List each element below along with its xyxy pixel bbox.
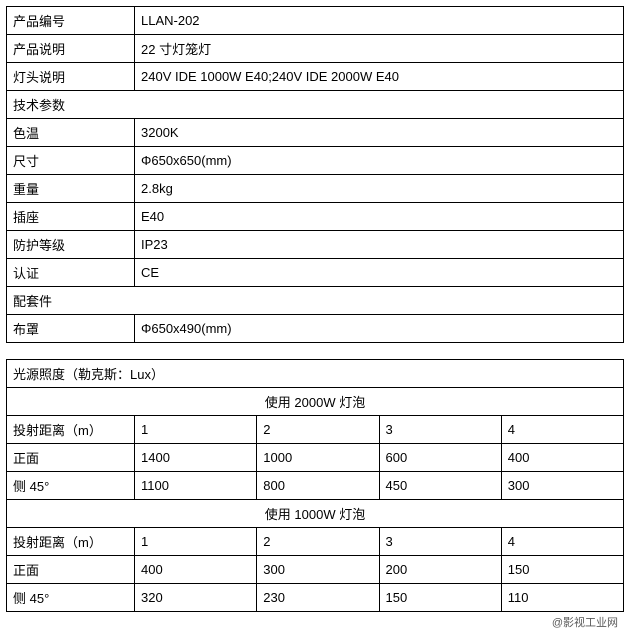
- distance-value: 4: [501, 416, 623, 444]
- lux-value: 400: [135, 556, 257, 584]
- distance-value: 3: [379, 528, 501, 556]
- table-row: 灯头说明 240V IDE 1000W E40;240V IDE 2000W E…: [7, 63, 624, 91]
- spec-label: 重量: [7, 175, 135, 203]
- lux-value: 600: [379, 444, 501, 472]
- front-row: 正面 400 300 200 150: [7, 556, 624, 584]
- section-header: 配套件: [7, 287, 624, 315]
- spec-table: 产品编号 LLAN-202 产品说明 22 寸灯笼灯 灯头说明 240V IDE…: [6, 6, 624, 343]
- table-row: 尺寸 Φ650x650(mm): [7, 147, 624, 175]
- spec-label: 认证: [7, 259, 135, 287]
- table-row: 防护等级 IP23: [7, 231, 624, 259]
- distance-row: 投射距离（m） 1 2 3 4: [7, 416, 624, 444]
- spec-value: 240V IDE 1000W E40;240V IDE 2000W E40: [135, 63, 624, 91]
- table-row: 插座 E40: [7, 203, 624, 231]
- lux-value: 110: [501, 584, 623, 612]
- table-row: 认证 CE: [7, 259, 624, 287]
- lux-header-row: 光源照度（勒克斯：Lux）: [7, 360, 624, 388]
- lux-header: 光源照度（勒克斯：Lux）: [7, 360, 624, 388]
- spec-value: 22 寸灯笼灯: [135, 35, 624, 63]
- table-row: 产品说明 22 寸灯笼灯: [7, 35, 624, 63]
- lux-value: 300: [257, 556, 379, 584]
- spec-label: 防护等级: [7, 231, 135, 259]
- bulb-header-row: 使用 2000W 灯泡: [7, 388, 624, 416]
- lux-value: 1400: [135, 444, 257, 472]
- side-row: 侧 45° 1100 800 450 300: [7, 472, 624, 500]
- distance-value: 3: [379, 416, 501, 444]
- lux-value: 800: [257, 472, 379, 500]
- front-row: 正面 1400 1000 600 400: [7, 444, 624, 472]
- spec-label: 产品编号: [7, 7, 135, 35]
- spec-label: 插座: [7, 203, 135, 231]
- spec-value: IP23: [135, 231, 624, 259]
- section-header: 技术参数: [7, 91, 624, 119]
- lux-table: 光源照度（勒克斯：Lux） 使用 2000W 灯泡 投射距离（m） 1 2 3 …: [6, 359, 624, 612]
- table-gap: [6, 343, 624, 359]
- lux-value: 150: [379, 584, 501, 612]
- footer-watermark: @影视工业网: [6, 614, 624, 630]
- spec-label: 产品说明: [7, 35, 135, 63]
- distance-value: 1: [135, 416, 257, 444]
- lux-value: 450: [379, 472, 501, 500]
- side-label: 侧 45°: [7, 472, 135, 500]
- spec-value: LLAN-202: [135, 7, 624, 35]
- spec-value: Φ650x650(mm): [135, 147, 624, 175]
- lux-value: 320: [135, 584, 257, 612]
- distance-value: 1: [135, 528, 257, 556]
- table-row: 布罩 Φ650x490(mm): [7, 315, 624, 343]
- distance-row: 投射距离（m） 1 2 3 4: [7, 528, 624, 556]
- table-row: 产品编号 LLAN-202: [7, 7, 624, 35]
- distance-label: 投射距离（m）: [7, 528, 135, 556]
- front-label: 正面: [7, 444, 135, 472]
- distance-value: 4: [501, 528, 623, 556]
- spec-value: CE: [135, 259, 624, 287]
- side-label: 侧 45°: [7, 584, 135, 612]
- bulb-1000-header: 使用 1000W 灯泡: [7, 500, 624, 528]
- section-header-row: 配套件: [7, 287, 624, 315]
- bulb-header-row: 使用 1000W 灯泡: [7, 500, 624, 528]
- table-row: 色温 3200K: [7, 119, 624, 147]
- lux-value: 300: [501, 472, 623, 500]
- bulb-2000-header: 使用 2000W 灯泡: [7, 388, 624, 416]
- distance-value: 2: [257, 416, 379, 444]
- lux-value: 400: [501, 444, 623, 472]
- front-label: 正面: [7, 556, 135, 584]
- spec-value: E40: [135, 203, 624, 231]
- spec-label: 色温: [7, 119, 135, 147]
- table-row: 重量 2.8kg: [7, 175, 624, 203]
- lux-value: 1000: [257, 444, 379, 472]
- distance-label: 投射距离（m）: [7, 416, 135, 444]
- section-header-row: 技术参数: [7, 91, 624, 119]
- spec-label: 布罩: [7, 315, 135, 343]
- spec-value: 2.8kg: [135, 175, 624, 203]
- lux-value: 150: [501, 556, 623, 584]
- spec-value: Φ650x490(mm): [135, 315, 624, 343]
- side-row: 侧 45° 320 230 150 110: [7, 584, 624, 612]
- distance-value: 2: [257, 528, 379, 556]
- lux-value: 1100: [135, 472, 257, 500]
- spec-value: 3200K: [135, 119, 624, 147]
- lux-value: 200: [379, 556, 501, 584]
- spec-label: 尺寸: [7, 147, 135, 175]
- spec-label: 灯头说明: [7, 63, 135, 91]
- lux-value: 230: [257, 584, 379, 612]
